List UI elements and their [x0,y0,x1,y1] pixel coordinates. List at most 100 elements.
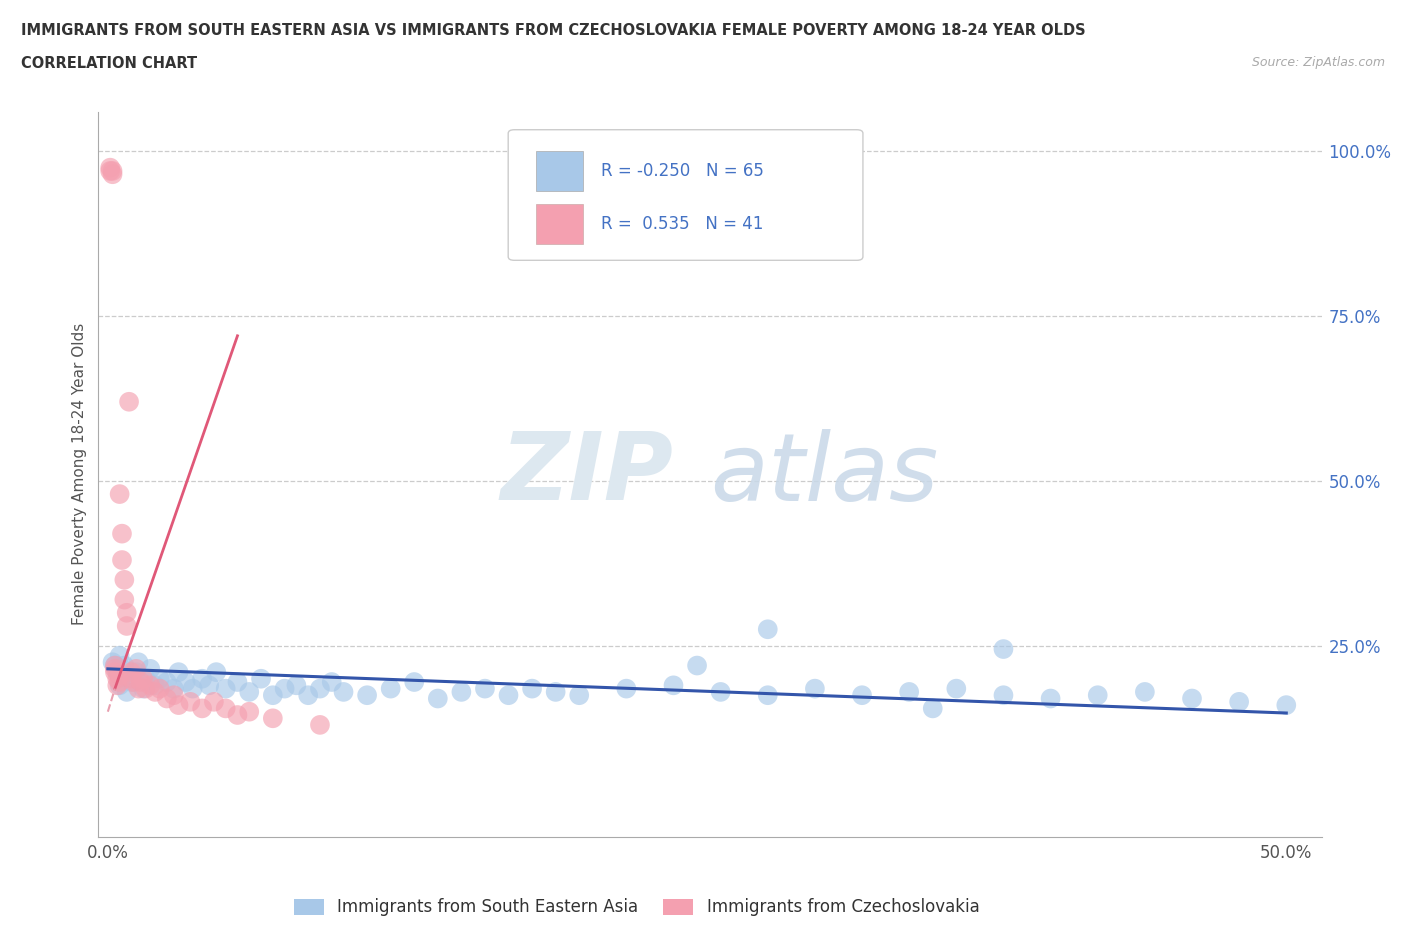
Point [215,701,238,716]
Point [662,678,685,693]
Point [498,688,520,703]
Point [756,688,779,703]
Point [238,704,260,719]
Point [101,655,124,670]
Point [111,552,134,567]
Point [215,681,238,696]
Point [993,642,1015,657]
Point [226,708,249,723]
Point [98,160,121,175]
Point [98,164,121,179]
Point [105,678,128,693]
Point [851,688,873,703]
Point [238,684,260,699]
Point [191,671,214,686]
Point [129,674,152,689]
Point [205,665,228,680]
Point [250,671,273,686]
Point [127,681,149,696]
Point [149,681,172,696]
Point [127,655,149,670]
Point [149,671,172,686]
Point [1039,691,1062,706]
Point [174,674,197,689]
Point [1133,684,1156,699]
Point [262,711,284,725]
Point [450,684,472,699]
Legend: Immigrants from South Eastern Asia, Immigrants from Czechoslovakia: Immigrants from South Eastern Asia, Immi… [287,892,986,923]
Point [1275,698,1298,712]
Point [156,674,179,689]
Point [309,681,332,696]
Point [104,661,127,676]
Point [104,665,127,680]
Text: Source: ZipAtlas.com: Source: ZipAtlas.com [1251,56,1385,69]
Point [273,681,295,696]
Point [156,691,179,706]
Point [191,701,214,716]
Point [104,658,127,673]
Point [143,684,166,699]
Point [120,674,142,689]
Text: R =  0.535   N = 41: R = 0.535 N = 41 [602,215,763,232]
Point [520,681,543,696]
Point [118,668,141,683]
Point [945,681,967,696]
Point [898,684,921,699]
Bar [536,204,583,244]
Point [118,394,141,409]
Point [108,486,131,501]
Point [139,678,162,693]
Point [1227,695,1250,710]
Point [167,698,190,712]
Point [163,688,186,703]
Point [132,681,155,696]
Point [686,658,709,673]
Point [756,622,779,637]
Point [108,678,131,693]
Point [120,671,142,686]
Text: R = -0.250   N = 65: R = -0.250 N = 65 [602,163,763,180]
Point [544,684,567,699]
Point [426,691,449,706]
Point [804,681,827,696]
Text: IMMIGRANTS FROM SOUTH EASTERN ASIA VS IMMIGRANTS FROM CZECHOSLOVAKIA FEMALE POVE: IMMIGRANTS FROM SOUTH EASTERN ASIA VS IM… [21,23,1085,38]
Point [112,592,135,607]
Point [112,658,135,673]
Point [167,665,190,680]
Point [321,674,343,689]
Point [125,665,148,680]
Point [135,671,157,686]
Point [1087,688,1109,703]
Point [120,665,142,680]
Point [115,618,138,633]
Point [356,688,378,703]
Point [108,648,131,663]
Y-axis label: Female Poverty Among 18-24 Year Olds: Female Poverty Among 18-24 Year Olds [72,324,87,626]
Point [474,681,496,696]
Point [921,701,943,716]
Point [262,688,284,703]
Text: ZIP: ZIP [501,429,673,520]
Point [202,695,225,710]
Point [309,717,332,732]
Point [132,671,155,686]
Point [111,661,134,676]
Point [614,681,637,696]
Point [108,674,131,689]
Point [101,164,124,179]
Point [198,678,221,693]
Point [111,526,134,541]
Point [135,681,157,696]
Point [568,688,591,703]
Point [332,684,354,699]
Point [181,681,204,696]
Point [163,681,186,696]
Point [143,678,166,693]
Point [105,671,128,686]
Text: CORRELATION CHART: CORRELATION CHART [21,56,197,71]
Point [115,605,138,620]
Point [122,674,145,689]
Point [139,661,162,676]
Point [710,684,733,699]
